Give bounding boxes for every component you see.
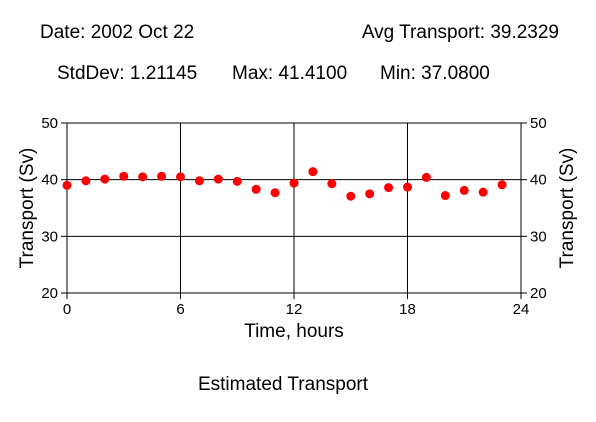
x-tick-label: 18 [399, 301, 416, 318]
y-axis-label-right: Transport (Sv) [557, 148, 578, 269]
y-tick-label-left: 20 [41, 285, 58, 302]
data-point [176, 172, 185, 182]
date-label: Date: 2002 Oct 22 [40, 22, 195, 43]
data-point [232, 176, 242, 186]
y-axis-label-left: Transport (Sv) [17, 148, 38, 269]
data-point [251, 184, 261, 194]
min-label: Min: 37.0800 [380, 63, 490, 84]
data-point [346, 191, 356, 201]
data-point [421, 172, 431, 182]
data-point [440, 191, 450, 201]
data-point [62, 180, 72, 190]
data-point [497, 180, 507, 190]
x-tick-label: 0 [63, 301, 71, 318]
data-point [459, 185, 469, 195]
y-tick-label-left: 40 [41, 172, 58, 189]
y-tick-label-right: 20 [530, 285, 547, 302]
chart-caption: Estimated Transport [197, 374, 369, 395]
data-point [270, 188, 280, 198]
data-point [194, 176, 204, 186]
data-point [327, 179, 337, 189]
data-point [157, 171, 167, 181]
data-point [384, 183, 394, 193]
data-point [289, 178, 299, 188]
data-point [365, 189, 375, 199]
data-point [213, 174, 223, 184]
data-point [478, 187, 488, 197]
stddev-label: StdDev: 1.21145 [57, 63, 198, 84]
y-tick-label-right: 40 [530, 172, 547, 189]
x-axis-label: Time, hours [244, 321, 344, 342]
data-point [403, 182, 412, 192]
max-label: Max: 41.4100 [232, 63, 348, 84]
y-tick-label-right: 50 [530, 115, 547, 132]
x-tick-label: 6 [176, 301, 184, 318]
y-tick-label-left: 30 [41, 228, 58, 245]
data-point [100, 174, 110, 184]
data-point [81, 176, 91, 186]
data-point [119, 171, 129, 181]
y-tick-label-right: 30 [530, 228, 547, 245]
x-tick-label: 24 [513, 301, 530, 318]
x-tick-label: 12 [286, 301, 303, 318]
data-point [308, 167, 318, 177]
avg-transport-label: Avg Transport: 39.2329 [361, 22, 559, 43]
y-tick-label-left: 50 [41, 115, 58, 132]
data-point [138, 172, 148, 182]
